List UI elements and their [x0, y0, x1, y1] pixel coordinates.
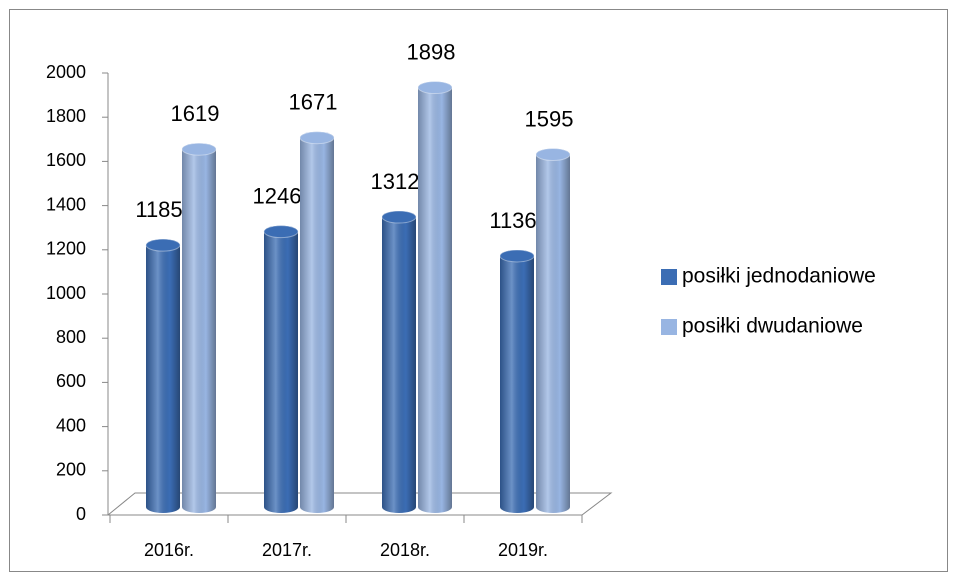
floor	[106, 492, 613, 516]
x-tick-label: 2019r.	[498, 540, 548, 560]
y-tick-label: 200	[56, 460, 86, 480]
bar-shade	[264, 225, 298, 513]
value-label: 1246	[253, 183, 302, 208]
bar-cap	[299, 131, 335, 145]
value-label: 1312	[371, 169, 420, 194]
legend-label: posiłki dwudaniowe	[682, 315, 863, 338]
bar-shade	[382, 211, 416, 513]
value-label: 1136	[489, 208, 536, 233]
bar-cap	[381, 210, 417, 224]
y-tick-label: 600	[56, 371, 86, 391]
bar-cap	[499, 249, 535, 263]
bar-cap	[181, 142, 217, 156]
bar-cap	[263, 225, 299, 239]
legend-swatch	[661, 269, 677, 285]
x-tick-label: 2018r.	[380, 540, 430, 560]
value-label: 1898	[407, 39, 456, 64]
value-label: 1619	[171, 101, 220, 126]
y-tick-label: 1800	[46, 106, 86, 126]
y-tick-label: 1600	[46, 150, 86, 170]
bar-cap	[145, 238, 181, 252]
y-tick-label: 1200	[46, 239, 86, 259]
bar-shade	[500, 249, 534, 513]
x-tick-label: 2017r.	[262, 540, 312, 560]
y-tick-label: 400	[56, 415, 86, 435]
y-tick-label: 2000	[46, 62, 86, 82]
value-label: 1185	[135, 197, 182, 222]
bar-shade	[418, 81, 452, 514]
value-label: 1671	[289, 90, 338, 115]
y-tick-label: 1400	[46, 194, 86, 214]
y-tick-label: 1000	[46, 283, 86, 303]
value-label: 1595	[525, 106, 574, 131]
bar-cap	[535, 148, 571, 162]
bar-shade	[536, 148, 570, 513]
bar-shade	[182, 143, 216, 514]
legend-swatch	[661, 319, 677, 335]
bar-cap	[417, 81, 453, 95]
bar-shade	[146, 239, 180, 514]
legend-label: posiłki jednodaniowe	[682, 265, 876, 288]
y-tick-label: 0	[76, 504, 86, 524]
x-tick-label: 2016r.	[144, 540, 194, 560]
bar-shade	[300, 131, 334, 514]
y-tick-label: 800	[56, 327, 86, 347]
